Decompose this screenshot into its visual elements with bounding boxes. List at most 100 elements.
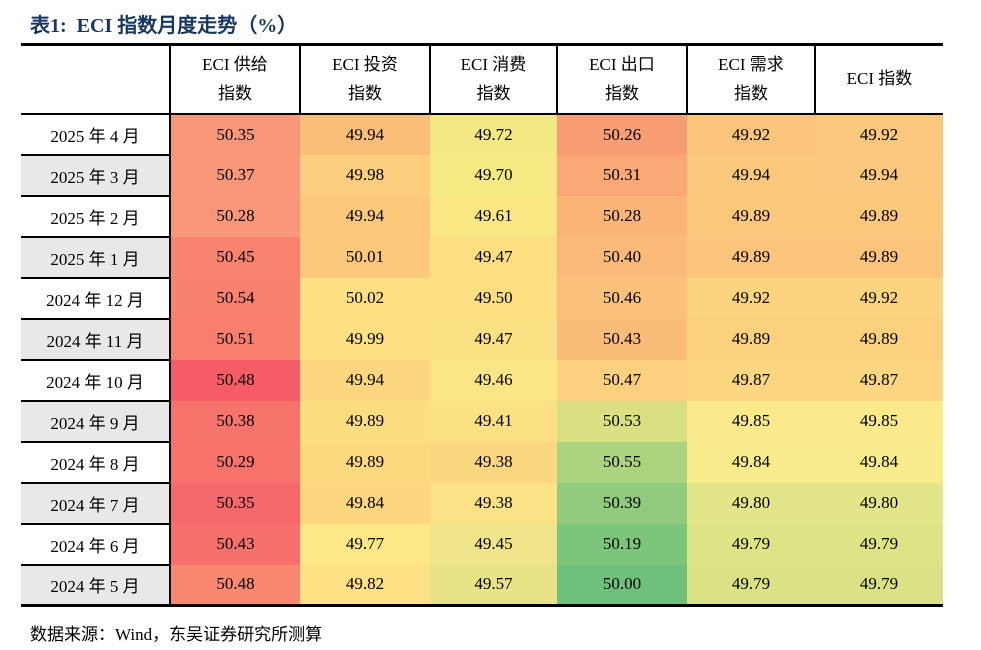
table-row: 2024 年 11 月 50.51 49.99 49.47 50.43 49.89 49.8… xyxy=(21,318,943,361)
column-header-2: ECI 投资 指数 xyxy=(299,43,430,115)
column-header-line: 指数 xyxy=(605,84,639,104)
table-row: 2025 年 3 月 50.37 49.98 49.70 50.31 49.94 49.94 xyxy=(21,154,943,197)
value-cell: 50.35 xyxy=(170,113,300,155)
value-cell: 49.92 xyxy=(687,277,815,319)
value-cell: 49.46 xyxy=(430,359,557,401)
value-cell: 49.89 xyxy=(815,195,943,237)
value-cell: 49.89 xyxy=(300,441,430,483)
value-cell: 49.79 xyxy=(687,564,815,607)
table-row: 2025 年 1 月 50.45 50.01 49.47 50.40 49.89 49.89 xyxy=(21,236,943,279)
value-cell: 49.89 xyxy=(687,236,815,278)
value-cell: 49.94 xyxy=(300,359,430,401)
value-cell: 49.82 xyxy=(300,564,430,607)
table-title: 表1: ECI 指数月度走势（%） xyxy=(30,15,298,37)
value-cell: 49.77 xyxy=(300,523,430,565)
column-header-line: 指数 xyxy=(348,84,382,104)
row-label: 2025 年 1 月 xyxy=(21,236,171,279)
value-cell: 49.41 xyxy=(430,400,557,442)
value-cell: 50.55 xyxy=(557,441,687,483)
value-cell: 50.53 xyxy=(557,400,687,442)
table-row: 2024 年 12 月 50.54 50.02 49.50 50.46 49.92 49.9… xyxy=(21,277,943,320)
value-cell: 49.89 xyxy=(687,195,815,237)
column-header-6: ECI 指数 xyxy=(814,43,943,115)
table-header-row: ECI 供给 指数 ECI 投资 指数 ECI 消费 指数 ECI 出口 指数 ECI 需求 指数… xyxy=(21,43,943,115)
value-cell: 49.92 xyxy=(815,113,943,155)
column-header-line: ECI 供给 xyxy=(202,54,268,74)
value-cell: 49.89 xyxy=(815,236,943,278)
value-cell: 49.61 xyxy=(430,195,557,237)
row-label: 2024 年 6 月 xyxy=(21,523,171,566)
value-cell: 49.85 xyxy=(815,400,943,442)
value-cell: 50.00 xyxy=(557,564,687,607)
value-cell: 50.54 xyxy=(170,277,300,319)
value-cell: 49.72 xyxy=(430,113,557,155)
eci-monthly-table: ECI 供给 指数 ECI 投资 指数 ECI 消费 指数 ECI 出口 指数 ECI 需求 指数… xyxy=(21,43,943,607)
corner-header-cell xyxy=(21,43,170,115)
value-cell: 49.84 xyxy=(815,441,943,483)
value-cell: 49.47 xyxy=(430,236,557,278)
value-cell: 49.98 xyxy=(300,154,430,196)
row-label: 2025 年 4 月 xyxy=(21,113,171,156)
value-cell: 49.79 xyxy=(687,523,815,565)
row-label: 2025 年 2 月 xyxy=(21,195,171,238)
data-source-note: 数据来源：Wind，东吴证券研究所测算 xyxy=(30,625,323,644)
column-header-line: 指数 xyxy=(476,84,511,104)
table-row: 2025 年 2 月 50.28 49.94 49.61 50.28 49.89 49.89 xyxy=(21,195,943,238)
table-row: 2024 年 6 月 50.43 49.77 49.45 50.19 49.79 49.79 xyxy=(21,523,943,566)
value-cell: 50.35 xyxy=(170,482,300,524)
value-cell: 50.28 xyxy=(557,195,687,237)
value-cell: 50.46 xyxy=(557,277,687,319)
value-cell: 49.94 xyxy=(815,154,943,196)
value-cell: 50.43 xyxy=(557,318,687,360)
value-cell: 50.29 xyxy=(170,441,300,483)
row-label: 2024 年 9 月 xyxy=(21,400,171,443)
value-cell: 49.84 xyxy=(300,482,430,524)
table-row: 2025 年 4 月 50.35 49.94 49.72 50.26 49.92 49.92 xyxy=(21,113,943,156)
value-cell: 49.89 xyxy=(687,318,815,360)
value-cell: 49.38 xyxy=(430,482,557,524)
value-cell: 49.80 xyxy=(687,482,815,524)
column-header-line: ECI 指数 xyxy=(846,69,913,89)
value-cell: 49.70 xyxy=(430,154,557,196)
row-label: 2024 年 8 月 xyxy=(21,441,171,484)
value-cell: 50.01 xyxy=(300,236,430,278)
row-label: 2025 年 3 月 xyxy=(21,154,171,197)
value-cell: 50.48 xyxy=(170,359,300,401)
value-cell: 49.89 xyxy=(815,318,943,360)
table-row: 2024 年 7 月 50.35 49.84 49.38 50.39 49.80 49.80 xyxy=(21,482,943,525)
value-cell: 49.87 xyxy=(815,359,943,401)
column-header-line: ECI 需求 xyxy=(718,54,784,74)
row-label: 2024 年 7 月 xyxy=(21,482,171,525)
column-header-line: ECI 投资 xyxy=(332,54,398,74)
value-cell: 49.87 xyxy=(687,359,815,401)
value-cell: 50.45 xyxy=(170,236,300,278)
column-header-5: ECI 需求 指数 xyxy=(686,43,815,115)
value-cell: 49.94 xyxy=(687,154,815,196)
row-label: 2024 年 10 月 xyxy=(21,359,171,402)
column-header-line: 指数 xyxy=(218,84,252,104)
value-cell: 49.47 xyxy=(430,318,557,360)
value-cell: 49.94 xyxy=(300,113,430,155)
row-label: 2024 年 12 月 xyxy=(21,277,171,320)
table-row: 2024 年 5 月 50.48 49.82 49.57 50.00 49.79 49.79 xyxy=(21,564,943,607)
column-header-4: ECI 出口 指数 xyxy=(556,43,687,115)
value-cell: 50.47 xyxy=(557,359,687,401)
value-cell: 49.38 xyxy=(430,441,557,483)
value-cell: 50.31 xyxy=(557,154,687,196)
value-cell: 50.43 xyxy=(170,523,300,565)
row-label: 2024 年 5 月 xyxy=(21,564,171,607)
value-cell: 49.92 xyxy=(687,113,815,155)
value-cell: 50.48 xyxy=(170,564,300,607)
value-cell: 49.45 xyxy=(430,523,557,565)
value-cell: 50.39 xyxy=(557,482,687,524)
column-header-line: ECI 出口 xyxy=(589,54,655,74)
value-cell: 49.80 xyxy=(815,482,943,524)
value-cell: 49.99 xyxy=(300,318,430,360)
value-cell: 49.79 xyxy=(815,564,943,607)
value-cell: 49.50 xyxy=(430,277,557,319)
value-cell: 49.89 xyxy=(300,400,430,442)
value-cell: 49.94 xyxy=(300,195,430,237)
value-cell: 50.51 xyxy=(170,318,300,360)
table-row: 2024 年 10 月 50.48 49.94 49.46 50.47 49.87 49.8… xyxy=(21,359,943,402)
